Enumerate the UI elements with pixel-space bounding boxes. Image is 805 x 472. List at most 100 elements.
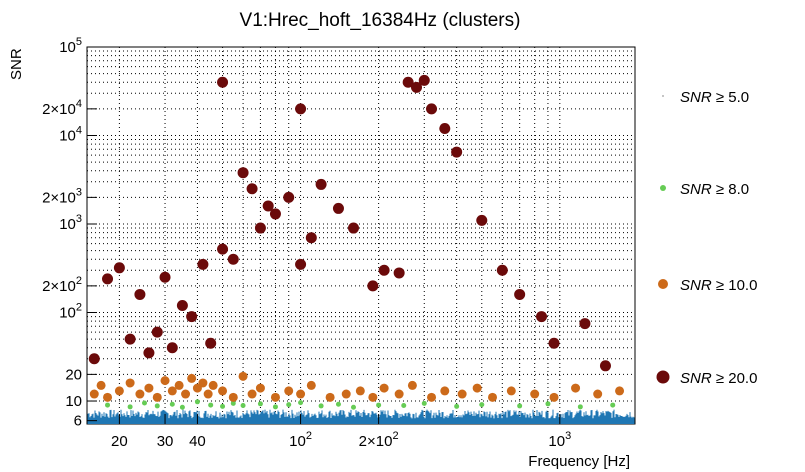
data-point-100	[394, 389, 404, 399]
plot-area: 20 30 40 102 2×102 103 6 10 20 102 2×102 103 2×103 1…	[42, 36, 636, 450]
data-point-100	[296, 389, 306, 399]
data-point-80	[401, 403, 407, 408]
data-point-200	[254, 222, 266, 234]
data-point-100	[306, 380, 316, 390]
data-point-200	[402, 76, 414, 88]
x-tick-label: 30	[157, 433, 174, 450]
data-point-200	[393, 267, 405, 279]
y-tick-label: 2×104	[42, 98, 82, 118]
x-tick-label: 2×102	[359, 430, 399, 450]
y-tick-label: 105	[59, 36, 82, 56]
data-point-100	[103, 392, 113, 402]
data-point-200	[426, 103, 438, 115]
y-tick-label: 103	[59, 213, 82, 233]
data-points	[88, 74, 625, 410]
y-axis-label: SNR	[8, 48, 25, 80]
data-point-200	[159, 271, 171, 283]
data-point-100	[198, 378, 208, 388]
data-point-80	[479, 402, 485, 408]
data-point-200	[151, 326, 163, 338]
data-point-80	[376, 402, 382, 408]
data-point-100	[218, 386, 228, 396]
data-point-80	[350, 404, 356, 410]
data-point-200	[451, 146, 463, 158]
data-point-200	[102, 273, 114, 285]
x-tick-label: 102	[289, 430, 312, 450]
series-snr-5-band	[87, 409, 635, 424]
legend: SNR ≥ 5.0 SNR ≥ 8.0 SNR ≥ 10.0 SNR ≥ 20.0	[656, 89, 757, 387]
data-point-80	[220, 403, 226, 409]
data-point-80	[298, 400, 304, 406]
y-tick-label: 10	[65, 393, 82, 410]
data-point-80	[272, 404, 278, 410]
data-point-100	[135, 389, 145, 399]
data-point-100	[167, 386, 177, 396]
data-point-100	[114, 386, 124, 396]
data-point-100	[427, 392, 437, 402]
data-point-200	[186, 311, 198, 323]
data-point-100	[144, 383, 154, 393]
data-point-100	[187, 373, 197, 383]
data-point-200	[124, 333, 136, 345]
data-point-100	[615, 386, 625, 396]
legend-entry: SNR ≥ 10.0	[680, 277, 757, 294]
data-point-100	[457, 389, 467, 399]
data-point-200	[347, 222, 359, 234]
data-point-100	[238, 371, 248, 381]
data-point-100	[247, 389, 257, 399]
data-point-200	[197, 258, 209, 270]
data-point-200	[269, 208, 281, 220]
data-point-100	[530, 389, 540, 399]
data-point-200	[439, 122, 451, 134]
data-point-200	[227, 253, 239, 265]
data-point-100	[89, 389, 99, 399]
data-point-200	[536, 311, 548, 323]
data-point-200	[217, 243, 229, 255]
data-point-200	[514, 288, 526, 300]
data-point-200	[418, 74, 430, 86]
data-point-80	[169, 401, 175, 407]
x-tick-label: 40	[189, 433, 206, 450]
data-point-200	[205, 337, 217, 349]
data-point-100	[407, 380, 417, 390]
data-point-200	[246, 183, 258, 195]
legend-entry: SNR ≥ 8.0	[680, 181, 749, 198]
plot-frame	[86, 46, 636, 425]
legend-entry: SNR ≥ 20.0	[680, 370, 757, 387]
data-point-200	[217, 76, 229, 88]
data-point-200	[476, 214, 488, 226]
data-point-80	[335, 401, 341, 407]
grid-lines	[87, 47, 635, 424]
data-point-200	[295, 258, 307, 270]
y-axis-ticks: 6 10 20 102 2×102 103 2×103 104 2×104 105	[42, 36, 97, 430]
data-point-100	[181, 389, 191, 399]
data-point-200	[496, 264, 508, 276]
data-point-80	[240, 403, 246, 408]
data-point-80	[318, 403, 324, 409]
data-point-100	[593, 389, 603, 399]
data-point-100	[96, 380, 106, 390]
data-point-200	[283, 191, 295, 203]
data-point-80	[127, 404, 133, 410]
data-point-100	[228, 392, 238, 402]
data-point-80	[257, 401, 263, 407]
data-point-100	[440, 386, 450, 396]
data-point-200	[262, 200, 274, 212]
data-point-100	[488, 392, 498, 402]
data-point-80	[208, 402, 214, 408]
data-point-200	[305, 232, 317, 244]
data-point-80	[179, 404, 185, 410]
data-point-100	[208, 380, 218, 390]
data-point-100	[472, 383, 482, 393]
legend-marker	[661, 94, 665, 98]
data-point-100	[125, 378, 135, 388]
data-point-200	[548, 337, 560, 349]
data-point-200	[143, 347, 155, 359]
data-point-100	[368, 392, 378, 402]
data-point-200	[134, 288, 146, 300]
data-point-80	[610, 402, 616, 408]
data-point-100	[571, 383, 581, 393]
data-point-80	[517, 403, 523, 409]
data-point-100	[355, 386, 365, 396]
